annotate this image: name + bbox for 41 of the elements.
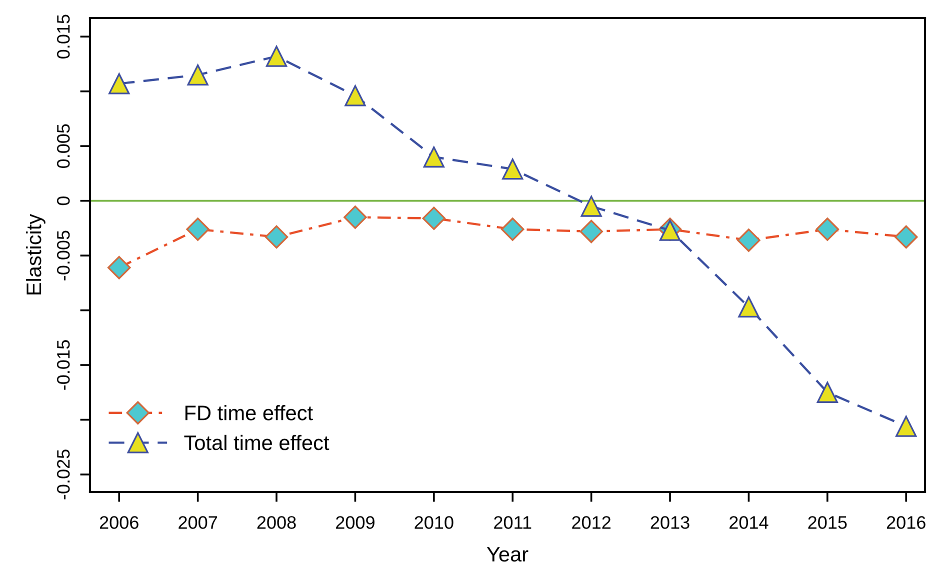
x-tick-label: 2015 [808, 516, 847, 529]
point [108, 73, 130, 94]
point [264, 225, 288, 249]
point [502, 158, 524, 180]
x-axis-title: Year [486, 547, 528, 562]
x-tick-label: 2008 [257, 516, 296, 529]
x-tick-label: 2007 [178, 516, 217, 529]
y-tick-label: -0.015 [56, 340, 70, 390]
point [738, 296, 760, 318]
point [187, 64, 208, 86]
point [816, 218, 840, 241]
x-tick-label: 2016 [886, 516, 926, 529]
point [580, 220, 603, 244]
point [737, 228, 760, 252]
y-tick-label: 0.005 [56, 124, 70, 168]
legend-label: FD time effect [185, 405, 313, 420]
x-tick-label: 2013 [650, 516, 690, 529]
point [266, 46, 288, 67]
x-tick-label: 2012 [572, 516, 610, 529]
point [186, 218, 210, 241]
x-tick-label: 2011 [494, 516, 532, 529]
point [423, 146, 444, 168]
point [422, 206, 446, 230]
y-tick-label: -0.005 [56, 230, 70, 280]
y-axis-title: Elasticity [26, 214, 46, 294]
point [816, 382, 838, 403]
x-tick-label: 2010 [414, 516, 454, 529]
point [344, 85, 366, 106]
x-tick-label: 2014 [730, 516, 768, 529]
point [107, 256, 131, 280]
point [344, 206, 367, 229]
point [894, 225, 918, 249]
y-tick-label: 0.015 [56, 14, 70, 58]
point [580, 196, 602, 217]
x-tick-label: 2009 [336, 516, 374, 529]
point [896, 416, 917, 437]
point [500, 218, 524, 241]
x-tick-label: 2006 [100, 516, 138, 529]
y-tick-label: 0 [56, 196, 70, 206]
y-tick-label: -0.025 [56, 450, 70, 500]
legend-label: Total time effect [184, 434, 330, 450]
